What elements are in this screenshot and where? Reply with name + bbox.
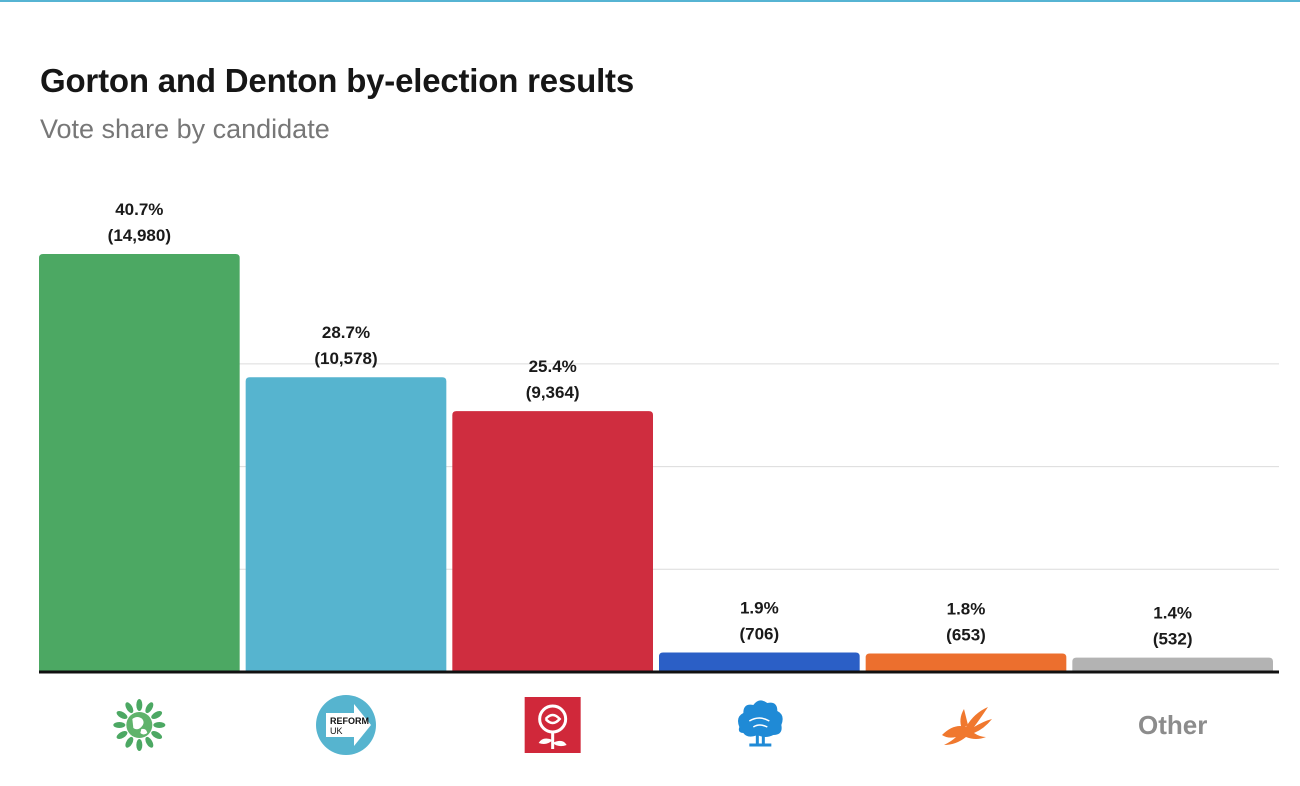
reform-uk-logo-text: UK (330, 726, 343, 736)
bar-reform-uk (245, 377, 447, 672)
chart-subtitle: Vote share by candidate (40, 114, 330, 144)
data-label-votes: (653) (946, 626, 986, 645)
lib-dem-bird-icon (942, 707, 992, 745)
labour-rose-icon (524, 697, 581, 753)
bar-green (39, 254, 240, 672)
data-label-votes: (10,578) (314, 349, 377, 368)
data-label-percent: 1.8% (947, 600, 986, 619)
chart-title: Gorton and Denton by-election results (40, 62, 634, 99)
green-party-globe-icon (113, 699, 166, 751)
data-label-percent: 1.4% (1153, 604, 1192, 623)
data-label-votes: (532) (1153, 630, 1193, 649)
data-label-percent: 1.9% (740, 598, 779, 617)
bar-labour (452, 411, 653, 672)
data-label-votes: (9,364) (526, 383, 580, 402)
data-label-votes: (14,980) (108, 226, 171, 245)
data-label-percent: 40.7% (115, 200, 163, 219)
data-label-percent: 28.7% (322, 323, 370, 342)
data-label-votes: (706) (739, 624, 779, 643)
data-label-percent: 25.4% (529, 357, 577, 376)
reform-uk-logo-text: REFORM (330, 716, 369, 726)
bar-conservative (659, 652, 860, 672)
bar-liberal-democrat (865, 653, 1067, 672)
category-label-other: Other (1138, 710, 1207, 740)
top-accent-rule (0, 0, 1300, 2)
bar-other (1072, 657, 1273, 672)
conservative-tree-icon (738, 700, 783, 747)
